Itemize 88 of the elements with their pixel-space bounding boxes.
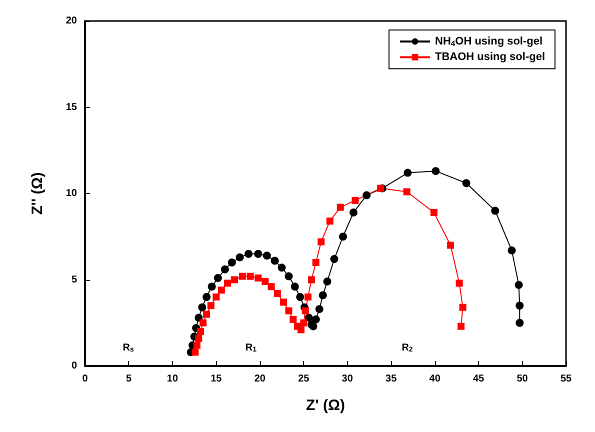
point [312, 315, 320, 324]
point [270, 256, 279, 265]
point [349, 208, 358, 216]
point [200, 319, 207, 326]
x-tick-label: 10 [166, 374, 178, 384]
y-tick-label: 15 [66, 102, 78, 113]
point [278, 264, 286, 272]
point [244, 250, 253, 258]
point [198, 303, 206, 312]
point [459, 304, 466, 311]
point [224, 280, 232, 287]
point [430, 208, 438, 216]
x-tick-label: 25 [298, 374, 310, 384]
point [362, 191, 371, 200]
x-tick-label: 40 [429, 374, 441, 384]
point [296, 293, 304, 301]
point [432, 167, 440, 176]
point [312, 259, 320, 266]
point [212, 294, 220, 300]
x-tick-label: 30 [342, 374, 354, 384]
y-tick-label: 10 [66, 188, 78, 199]
point [285, 307, 292, 314]
point [220, 265, 229, 274]
point [352, 196, 359, 204]
point [458, 322, 465, 330]
point [246, 272, 254, 280]
point [318, 291, 327, 300]
point [508, 246, 516, 254]
point [302, 307, 309, 314]
point [403, 188, 410, 196]
legend-label: TBAOH using sol-gel [435, 51, 545, 64]
point [194, 314, 203, 322]
point [262, 252, 271, 260]
y-tick-label: 20 [66, 16, 78, 26]
point [514, 280, 523, 289]
point [315, 305, 324, 314]
x-tick-label: 35 [386, 374, 398, 384]
point [323, 277, 332, 286]
point [236, 253, 244, 262]
point [214, 274, 222, 282]
point [192, 348, 199, 356]
point [290, 282, 299, 291]
x-axis-title: Z' (Ω) [306, 397, 345, 414]
point [280, 298, 288, 306]
y-tick-label: 0 [71, 360, 78, 372]
point [228, 258, 236, 266]
x-tick-label: 50 [516, 374, 528, 384]
point [284, 272, 293, 280]
point [304, 294, 312, 300]
point [262, 278, 269, 285]
point [218, 286, 225, 294]
point [254, 274, 262, 282]
point [193, 342, 200, 349]
point [330, 255, 338, 264]
point [203, 310, 210, 318]
point [207, 302, 214, 310]
point [404, 168, 412, 177]
point [298, 326, 305, 334]
point [196, 328, 204, 335]
point [308, 276, 316, 284]
point [318, 238, 325, 246]
x-tick-label: 15 [210, 374, 222, 384]
point [202, 293, 211, 301]
y-tick-label: 5 [71, 274, 78, 286]
point [339, 232, 347, 241]
x-tick-label: 20 [254, 374, 266, 384]
point [231, 276, 238, 284]
point [516, 318, 524, 327]
point [462, 179, 470, 188]
point [238, 272, 246, 280]
point [491, 206, 500, 215]
x-tick-label: 5 [126, 374, 132, 384]
point [336, 204, 344, 211]
point [254, 250, 262, 258]
point [274, 290, 281, 298]
point [290, 316, 297, 323]
point [300, 319, 308, 326]
point [447, 242, 454, 249]
x-tick-label: 55 [560, 374, 572, 384]
point [326, 218, 334, 225]
point [195, 334, 202, 342]
y-axis-title: Z'' (Ω) [29, 172, 46, 215]
x-tick-label: 0 [82, 374, 88, 384]
x-tick-label: 45 [472, 374, 485, 384]
point [516, 302, 524, 310]
point [456, 280, 463, 287]
point [268, 283, 275, 290]
point [208, 282, 216, 291]
